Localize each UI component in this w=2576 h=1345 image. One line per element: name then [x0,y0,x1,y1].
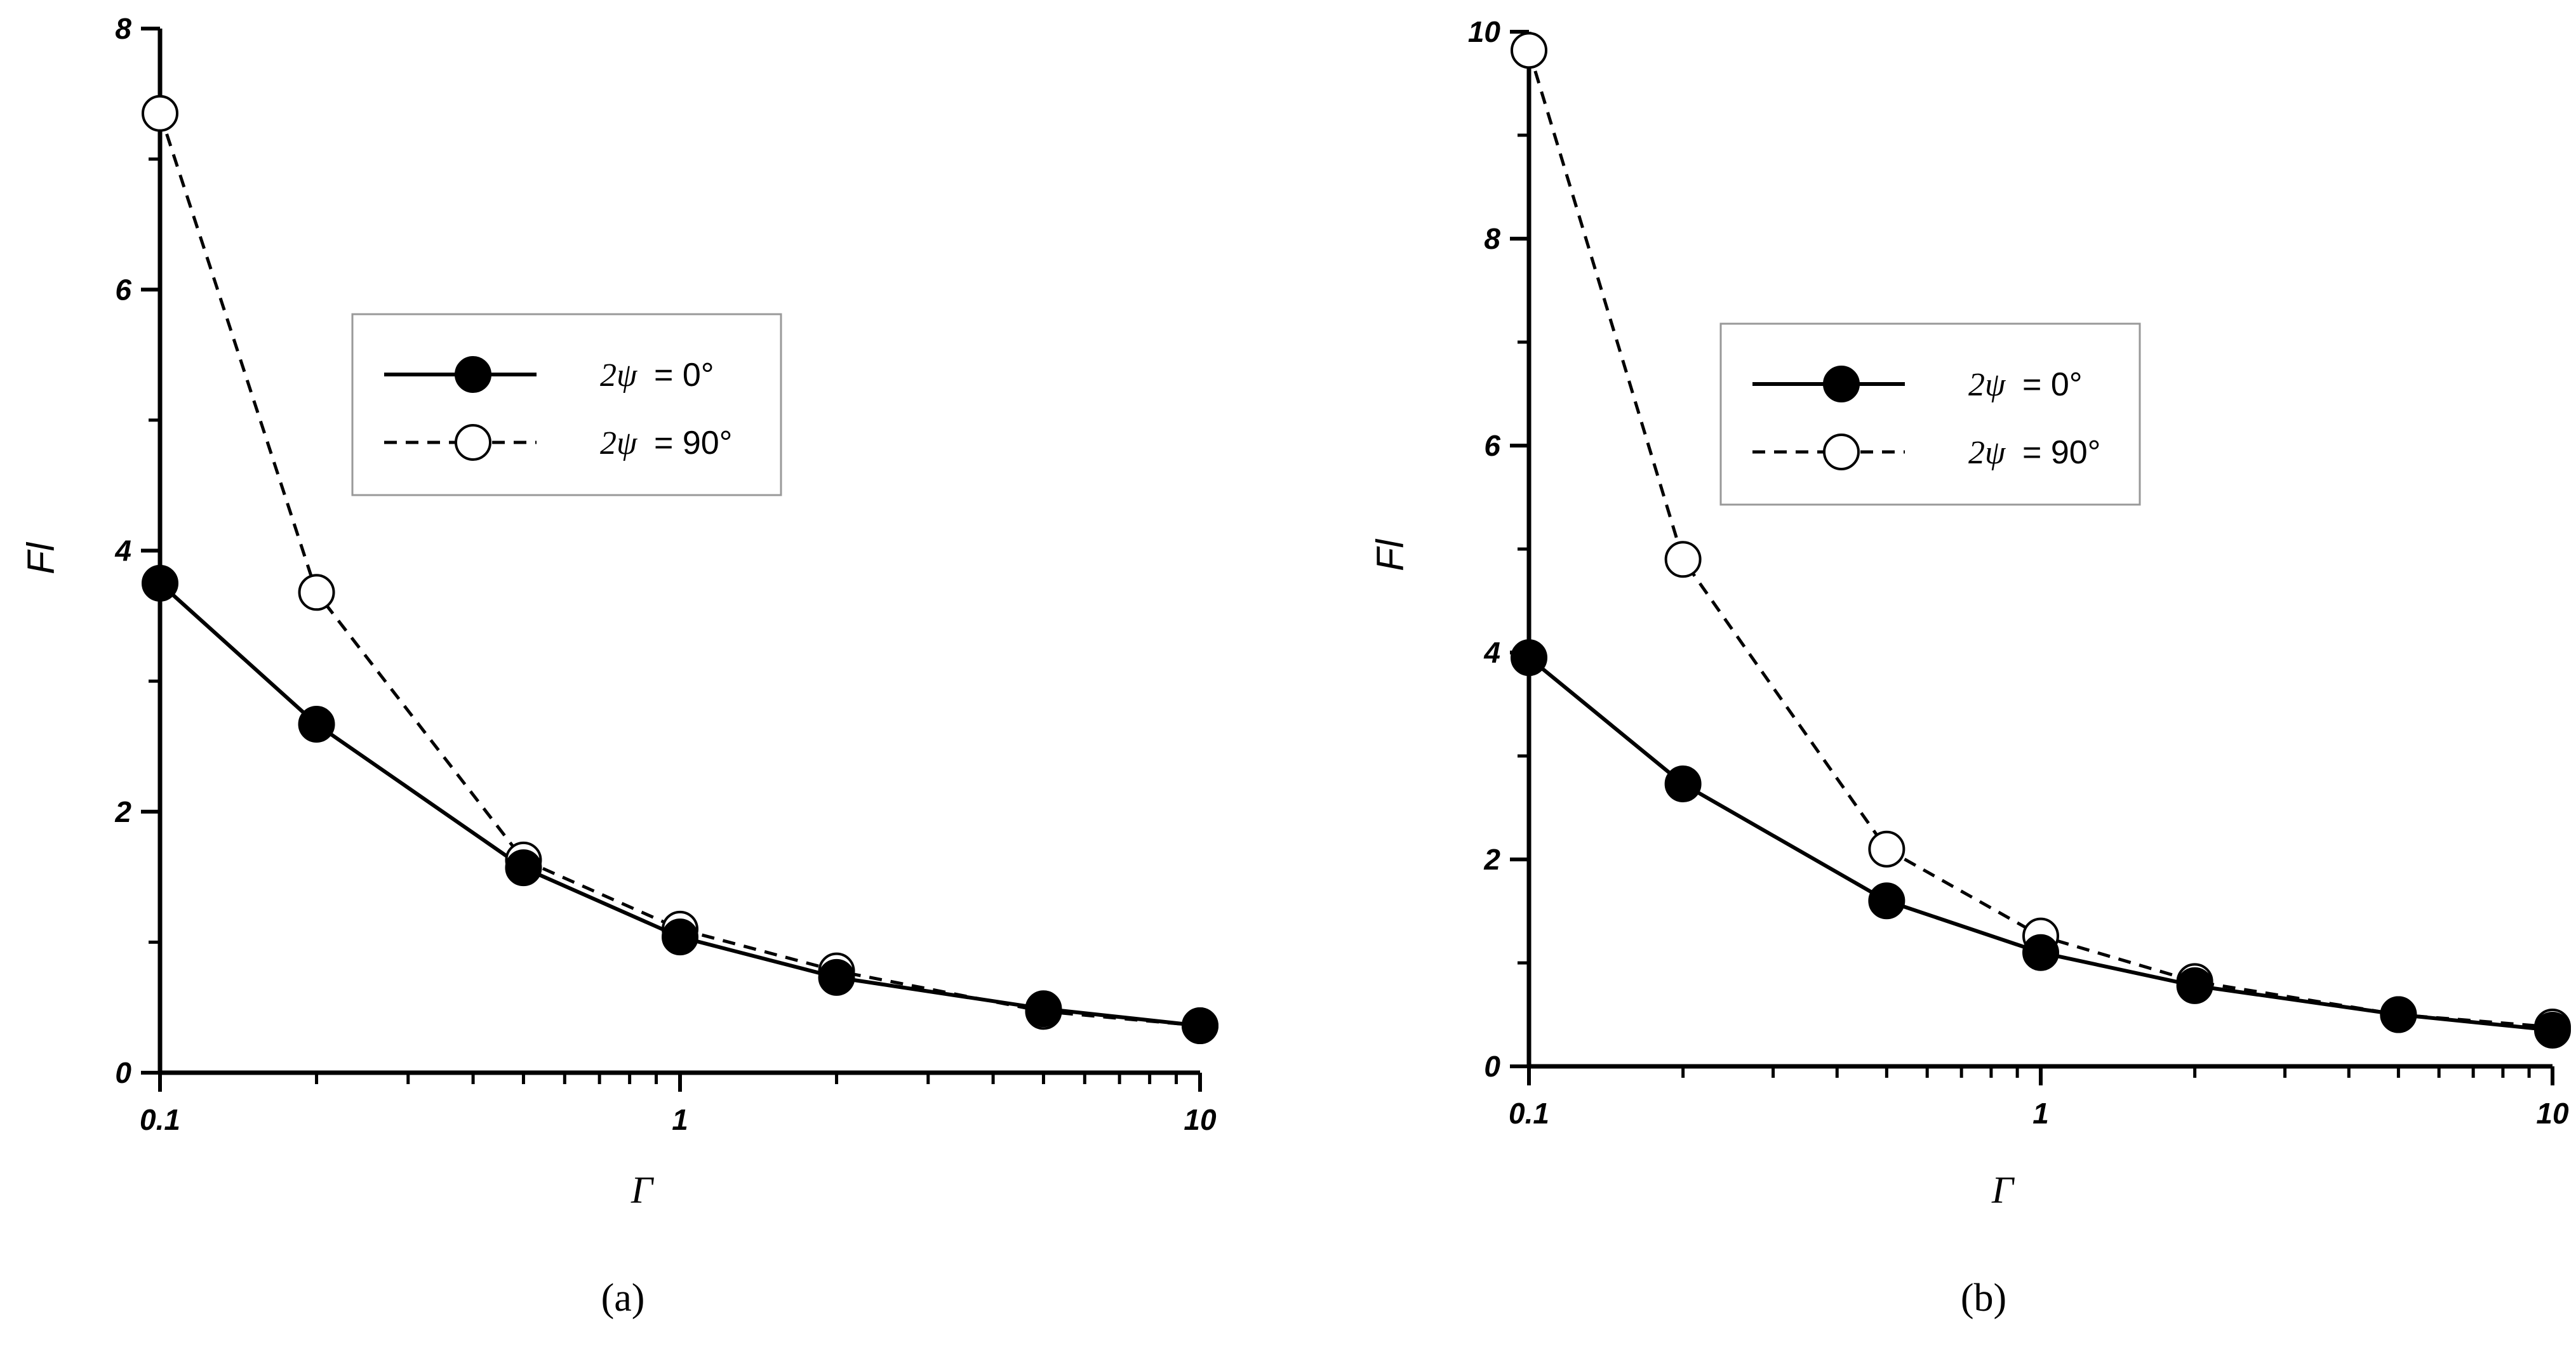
y-tick-label: 6 [115,273,131,306]
data-point-open [142,95,178,132]
legend-symbol: 2ψ [600,425,638,461]
data-point-filled [2380,996,2417,1033]
y-tick-label: 0 [115,1056,131,1089]
series-line-dashed [158,112,1201,1028]
legend: 2ψ = 0° 2ψ = 90° [1719,322,2141,506]
chart-panel-a: 0 2 4 6 8 0.1 1 10 Γ Fl 2ψ = 0° 2ψ = 90° (a) [20,12,1218,1320]
legend-symbol: 2ψ [1968,367,2006,403]
x-tick-label: 10 [1184,1103,1217,1136]
panel-label: (b) [1961,1276,2006,1320]
legend-value: = 90° [2022,434,2100,471]
data-point-open [298,574,335,611]
panel-label: (a) [601,1276,645,1320]
data-point-filled [1664,765,1702,803]
legend-value: = 90° [654,425,732,461]
y-tick-label: 2 [114,795,131,828]
y-tick-label: 4 [114,534,131,567]
data-point-filled [1025,990,1062,1028]
y-tick-label: 8 [1484,222,1500,255]
legend-symbol: 2ψ [1968,435,2006,471]
x-tick-label: 1 [672,1103,688,1136]
legend-marker-filled [1823,366,1860,402]
legend-marker-open [455,424,491,461]
y-axis-label: Fl [1369,538,1411,571]
y-tick-label: 4 [1483,636,1500,669]
series-line-solid [1528,656,2553,1032]
data-point-filled [662,918,698,956]
y-tick-label: 6 [1484,429,1500,462]
series-line-dashed [1527,50,2553,1029]
data-point-filled [505,849,542,887]
y-axis-label: Fl [20,541,62,574]
legend-marker-open [1823,434,1860,470]
data-point-filled [2176,967,2213,1004]
legend-symbol: 2ψ [600,357,638,394]
x-axis-label: Γ [631,1169,655,1211]
x-axis-label: Γ [1991,1169,2015,1211]
y-tick-label: 0 [1484,1050,1500,1083]
legend: 2ψ = 0° 2ψ = 90° [351,313,782,496]
data-point-open [1868,830,1905,868]
legend-box [1719,322,2141,506]
y-tick-label: 8 [115,12,131,45]
chart-panel-b: 0 2 4 6 8 10 0.1 1 10 Γ Fl 2ψ = 0° 2ψ = 90° (b) [1369,15,2571,1320]
legend-marker-filled [455,356,491,393]
x-tick-label: 0.1 [140,1103,180,1136]
legend-value: = 0° [2022,366,2083,403]
data-point-filled [1182,1007,1218,1044]
data-point-open [1511,32,1547,69]
legend-box [351,313,782,496]
x-tick-label: 0.1 [1509,1097,1549,1130]
data-point-filled [1868,882,1905,920]
data-point-filled [298,705,335,743]
x-tick-label: 1 [2032,1097,2049,1130]
data-point-filled [1511,639,1547,677]
x-tick-label: 10 [2536,1097,2569,1130]
legend-value: = 0° [654,357,714,394]
data-point-filled [818,958,855,996]
y-tick-label: 2 [1483,843,1500,876]
data-point-filled [142,564,178,602]
data-point-filled [2022,934,2059,971]
data-point-open [1664,541,1702,578]
series-line-solid [158,581,1201,1028]
data-point-filled [2534,1011,2571,1049]
y-tick-label: 10 [1468,15,1501,48]
